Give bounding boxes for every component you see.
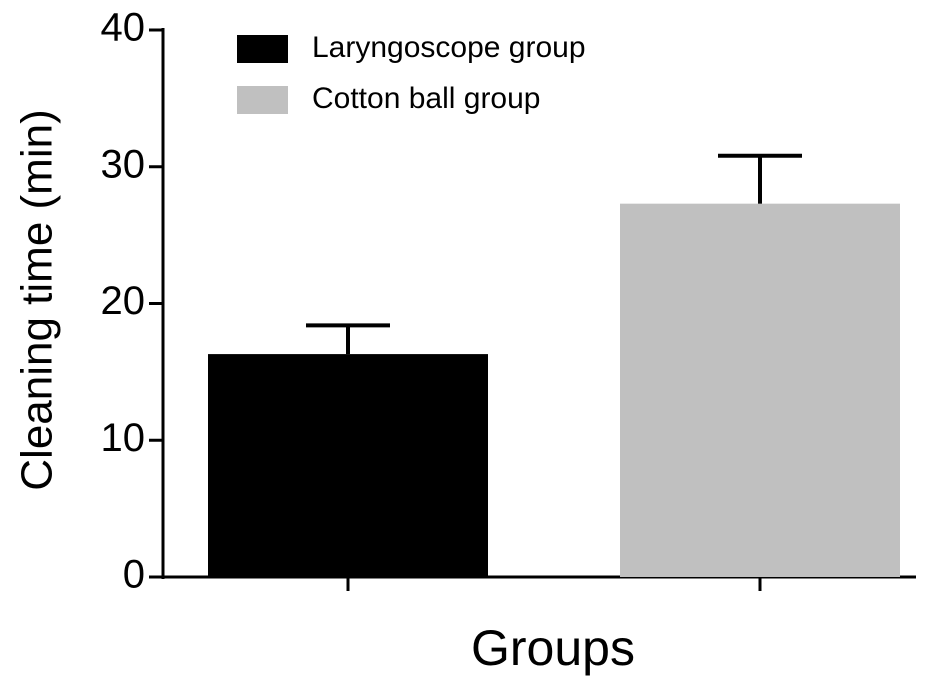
- bar: [208, 354, 488, 577]
- legend-swatch: [237, 86, 288, 114]
- y-tick-label: 30: [101, 142, 146, 186]
- y-tick-label: 20: [101, 279, 146, 323]
- error-bar: [306, 323, 390, 355]
- x-axis-title: Groups: [471, 620, 635, 676]
- y-tick-label: 0: [123, 553, 145, 597]
- error-bar: [718, 153, 802, 204]
- y-tick-label: 10: [101, 416, 146, 460]
- legend-label: Laryngoscope group: [312, 31, 586, 64]
- legend-swatch: [237, 35, 288, 63]
- legend-label: Cotton ball group: [312, 82, 541, 115]
- bar: [620, 203, 900, 578]
- y-tick-label: 40: [101, 6, 146, 50]
- y-axis-title: Cleaning time (min): [13, 109, 62, 490]
